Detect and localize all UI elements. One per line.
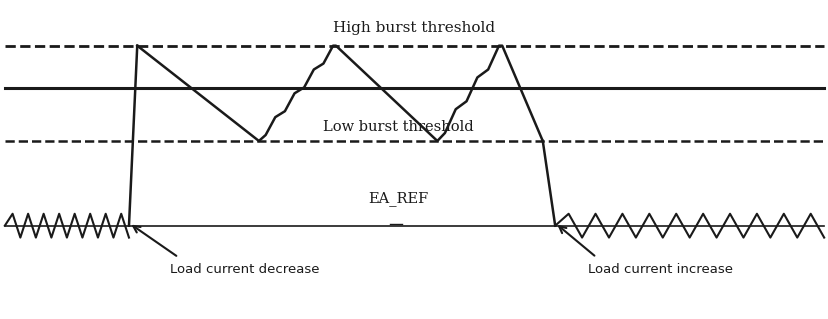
Text: Low burst threshold: Low burst threshold [322,120,473,134]
Text: Load current decrease: Load current decrease [170,263,320,276]
Text: High burst threshold: High burst threshold [333,21,495,35]
Text: EA_REF: EA_REF [368,191,427,206]
Text: Load current increase: Load current increase [588,263,733,276]
